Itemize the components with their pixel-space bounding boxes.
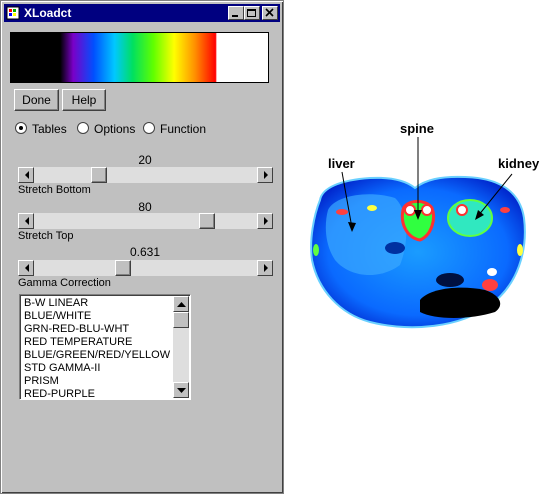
stretch-bottom-thumb[interactable] (91, 167, 107, 183)
arrow-left-icon (25, 264, 29, 272)
arrow-right-icon (264, 171, 268, 179)
radio-tables-label: Tables (32, 122, 67, 136)
arrow-down-icon (177, 388, 186, 393)
done-button[interactable]: Done (14, 89, 59, 111)
xloadct-app-icon (6, 6, 20, 20)
radio-function[interactable]: Function (143, 122, 206, 136)
list-scrollbar[interactable] (173, 296, 189, 398)
help-button[interactable]: Help (62, 89, 106, 111)
gamma-label: Gamma Correction (18, 277, 111, 289)
stretch-top-thumb[interactable] (199, 213, 215, 229)
ct-scan-image: liver spine kidney (310, 121, 540, 329)
stretch-top-label: Stretch Top (18, 230, 74, 242)
radio-options-indicator[interactable] (77, 122, 89, 134)
maximize-button[interactable] (244, 6, 260, 20)
stretch-bottom-slider[interactable] (18, 167, 273, 183)
stretch-top-slider[interactable] (18, 213, 273, 229)
arrow-icon (414, 210, 422, 220)
arrow-left-icon (25, 217, 29, 225)
radio-options[interactable]: Options (77, 122, 135, 136)
stretch-bottom-label: Stretch Bottom (18, 184, 91, 196)
list-item[interactable]: RED-PURPLE (24, 388, 95, 400)
color-table-preview (10, 32, 269, 83)
radio-tables[interactable]: Tables (15, 122, 67, 136)
scroll-down-arrow[interactable] (173, 382, 189, 398)
list-item[interactable]: PRISM (24, 375, 59, 387)
radio-options-label: Options (94, 122, 136, 136)
slider-left-arrow[interactable] (18, 260, 34, 276)
kidney-annotation: kidney (498, 156, 540, 171)
slider-left-arrow[interactable] (18, 213, 34, 229)
arrow-icon (475, 210, 484, 220)
list-item[interactable]: RED TEMPERATURE (24, 336, 133, 348)
minimize-button[interactable] (228, 6, 244, 20)
arrow-up-icon (177, 302, 186, 307)
gamma-slider[interactable] (18, 260, 273, 276)
arrow-left-icon (25, 171, 29, 179)
window-title: XLoadct (24, 6, 72, 20)
slider-right-arrow[interactable] (257, 260, 273, 276)
arrow-icon (348, 222, 356, 232)
radio-tables-indicator[interactable] (15, 122, 27, 134)
list-item[interactable]: GRN-RED-BLU-WHT (24, 323, 130, 335)
spine-annotation: spine (400, 121, 434, 136)
stretch-top-value: 80 (138, 200, 152, 214)
radio-function-label: Function (160, 122, 207, 136)
minimize-icon (232, 15, 238, 17)
list-item[interactable]: B-W LINEAR (24, 297, 89, 309)
radio-function-indicator[interactable] (143, 122, 155, 134)
arrow-right-icon (264, 217, 268, 225)
close-button[interactable] (262, 6, 278, 20)
xloadct-window: XLoadct (0, 0, 284, 494)
slider-right-arrow[interactable] (257, 167, 273, 183)
liver-annotation: liver (328, 156, 355, 171)
maximize-icon (247, 9, 256, 17)
stretch-bottom-value: 20 (138, 153, 152, 167)
list-scroll-thumb[interactable] (173, 312, 189, 328)
color-table-list[interactable]: B-W LINEAR BLUE/WHITE GRN-RED-BLU-WHT RE… (19, 294, 191, 400)
gamma-thumb[interactable] (115, 260, 131, 276)
list-item[interactable]: BLUE/WHITE (24, 310, 92, 322)
arrow-right-icon (264, 264, 268, 272)
gamma-value: 0.631 (129, 245, 161, 259)
title-bar[interactable]: XLoadct (4, 4, 280, 22)
scroll-up-arrow[interactable] (173, 296, 189, 312)
list-item[interactable]: BLUE/GREEN/RED/YELLOW (24, 349, 171, 361)
list-item[interactable]: STD GAMMA-II (24, 362, 101, 374)
slider-left-arrow[interactable] (18, 167, 34, 183)
slider-right-arrow[interactable] (257, 213, 273, 229)
close-icon (265, 8, 274, 17)
